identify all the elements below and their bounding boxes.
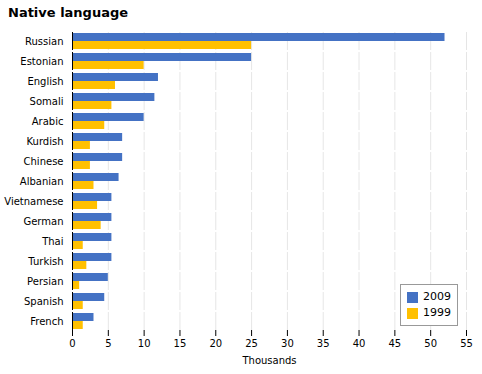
svg-text:Kurdish: Kurdish <box>26 136 63 147</box>
svg-text:Persian: Persian <box>27 276 63 287</box>
svg-text:25: 25 <box>245 338 258 349</box>
svg-text:Spanish: Spanish <box>24 296 64 307</box>
svg-text:Thousands: Thousands <box>241 355 296 366</box>
html-text:1999: 1999 <box>423 306 451 319</box>
svg-text:English: English <box>27 76 63 87</box>
svg-text:Albanian: Albanian <box>20 176 64 187</box>
svg-text:Arabic: Arabic <box>32 116 64 127</box>
svg-text:40: 40 <box>353 338 366 349</box>
svg-text:45: 45 <box>388 338 401 349</box>
html-text:2009: 2009 <box>423 290 451 303</box>
svg-text:15: 15 <box>174 338 187 349</box>
svg-text:50: 50 <box>424 338 437 349</box>
svg-text:30: 30 <box>281 338 294 349</box>
svg-text:55: 55 <box>460 338 473 349</box>
svg-text:Chinese: Chinese <box>24 156 64 167</box>
svg-text:20: 20 <box>209 338 222 349</box>
svg-text:35: 35 <box>317 338 330 349</box>
html-text:Native language: Native language <box>8 5 129 20</box>
svg-text:Estonian: Estonian <box>20 56 63 67</box>
svg-text:Thai: Thai <box>41 236 63 247</box>
svg-text:10: 10 <box>138 338 151 349</box>
svg-text:Russian: Russian <box>25 36 64 47</box>
svg-text:Turkish: Turkish <box>27 256 63 267</box>
svg-text:Vietnamese: Vietnamese <box>4 196 63 207</box>
svg-text:German: German <box>23 216 63 227</box>
svg-text:5: 5 <box>105 338 111 349</box>
svg-text:French: French <box>30 316 63 327</box>
svg-text:Somali: Somali <box>30 96 64 107</box>
svg-text:0: 0 <box>69 338 75 349</box>
